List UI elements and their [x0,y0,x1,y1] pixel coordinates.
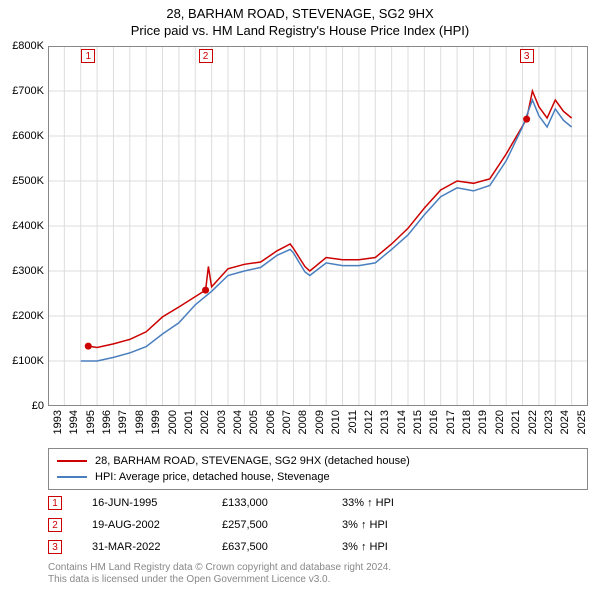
x-tick-label: 1993 [52,410,64,434]
footer-line-1: Contains HM Land Registry data © Crown c… [48,562,391,574]
sale-row-marker: 3 [48,540,62,554]
x-tick-label: 2025 [576,410,588,434]
x-tick-label: 2024 [559,410,571,434]
y-tick-label: £0 [0,400,44,412]
x-tick-label: 2005 [248,410,260,434]
legend-label: 28, BARHAM ROAD, STEVENAGE, SG2 9HX (det… [95,455,410,467]
y-tick-label: £300K [0,265,44,277]
legend: 28, BARHAM ROAD, STEVENAGE, SG2 9HX (det… [48,448,588,490]
x-tick-label: 2023 [543,410,555,434]
title-line-1: 28, BARHAM ROAD, STEVENAGE, SG2 9HX [0,0,600,21]
y-tick-label: £600K [0,130,44,142]
x-tick-label: 2019 [477,410,489,434]
sale-row: 1 16-JUN-1995£133,00033% ↑ HPI [48,492,462,514]
sale-row-marker: 1 [48,496,62,510]
sale-row-pct: 3% ↑ HPI [342,519,462,531]
y-tick-label: £700K [0,85,44,97]
sale-row-price: £257,500 [222,519,342,531]
sale-row-date: 16-JUN-1995 [92,497,222,509]
sale-marker-3: 3 [520,49,534,63]
x-tick-label: 1995 [85,410,97,434]
x-tick-label: 1994 [68,410,80,434]
sale-row: 2 19-AUG-2002£257,5003% ↑ HPI [48,514,462,536]
legend-item: HPI: Average price, detached house, Stev… [57,469,579,485]
sale-row: 3 31-MAR-2022£637,5003% ↑ HPI [48,536,462,558]
x-tick-label: 2010 [330,410,342,434]
x-tick-label: 1999 [150,410,162,434]
sale-row-date: 19-AUG-2002 [92,519,222,531]
y-tick-label: £200K [0,310,44,322]
x-tick-label: 2014 [396,410,408,434]
x-tick-label: 2004 [232,410,244,434]
sale-row-price: £637,500 [222,541,342,553]
x-tick-label: 2018 [461,410,473,434]
chart-container: 28, BARHAM ROAD, STEVENAGE, SG2 9HX Pric… [0,0,600,590]
sale-row-marker: 2 [48,518,62,532]
x-tick-label: 2008 [297,410,309,434]
x-tick-label: 2003 [216,410,228,434]
sale-row-pct: 3% ↑ HPI [342,541,462,553]
sale-datapoints: 116-JUN-1995£133,00033% ↑ HPI219-AUG-200… [48,492,462,558]
x-tick-label: 2021 [510,410,522,434]
y-tick-label: £400K [0,220,44,232]
chart-svg [48,46,588,406]
x-tick-label: 2006 [265,410,277,434]
x-tick-label: 2007 [281,410,293,434]
x-tick-label: 2002 [199,410,211,434]
chart-area: £0£100K£200K£300K£400K£500K£600K£700K£80… [48,46,588,406]
x-tick-label: 2017 [445,410,457,434]
legend-swatch [57,476,87,478]
x-tick-label: 1997 [117,410,129,434]
x-tick-label: 1998 [134,410,146,434]
y-tick-label: £500K [0,175,44,187]
x-tick-label: 2009 [314,410,326,434]
x-tick-label: 2015 [412,410,424,434]
x-tick-label: 2012 [363,410,375,434]
x-tick-label: 1996 [101,410,113,434]
sale-row-pct: 33% ↑ HPI [342,497,462,509]
sale-marker-1: 1 [81,49,95,63]
legend-label: HPI: Average price, detached house, Stev… [95,471,330,483]
x-tick-label: 2001 [183,410,195,434]
y-tick-label: £800K [0,40,44,52]
legend-item: 28, BARHAM ROAD, STEVENAGE, SG2 9HX (det… [57,453,579,469]
footer-line-2: This data is licensed under the Open Gov… [48,574,391,586]
x-tick-label: 2022 [527,410,539,434]
footer-attribution: Contains HM Land Registry data © Crown c… [48,562,391,586]
y-tick-label: £100K [0,355,44,367]
sale-row-date: 31-MAR-2022 [92,541,222,553]
sale-marker-2: 2 [199,49,213,63]
x-tick-label: 2016 [428,410,440,434]
legend-swatch [57,460,87,462]
sale-row-price: £133,000 [222,497,342,509]
x-tick-label: 2020 [494,410,506,434]
x-tick-label: 2000 [167,410,179,434]
title-line-2: Price paid vs. HM Land Registry's House … [0,21,600,38]
x-tick-label: 2011 [347,410,359,434]
x-tick-label: 2013 [379,410,391,434]
